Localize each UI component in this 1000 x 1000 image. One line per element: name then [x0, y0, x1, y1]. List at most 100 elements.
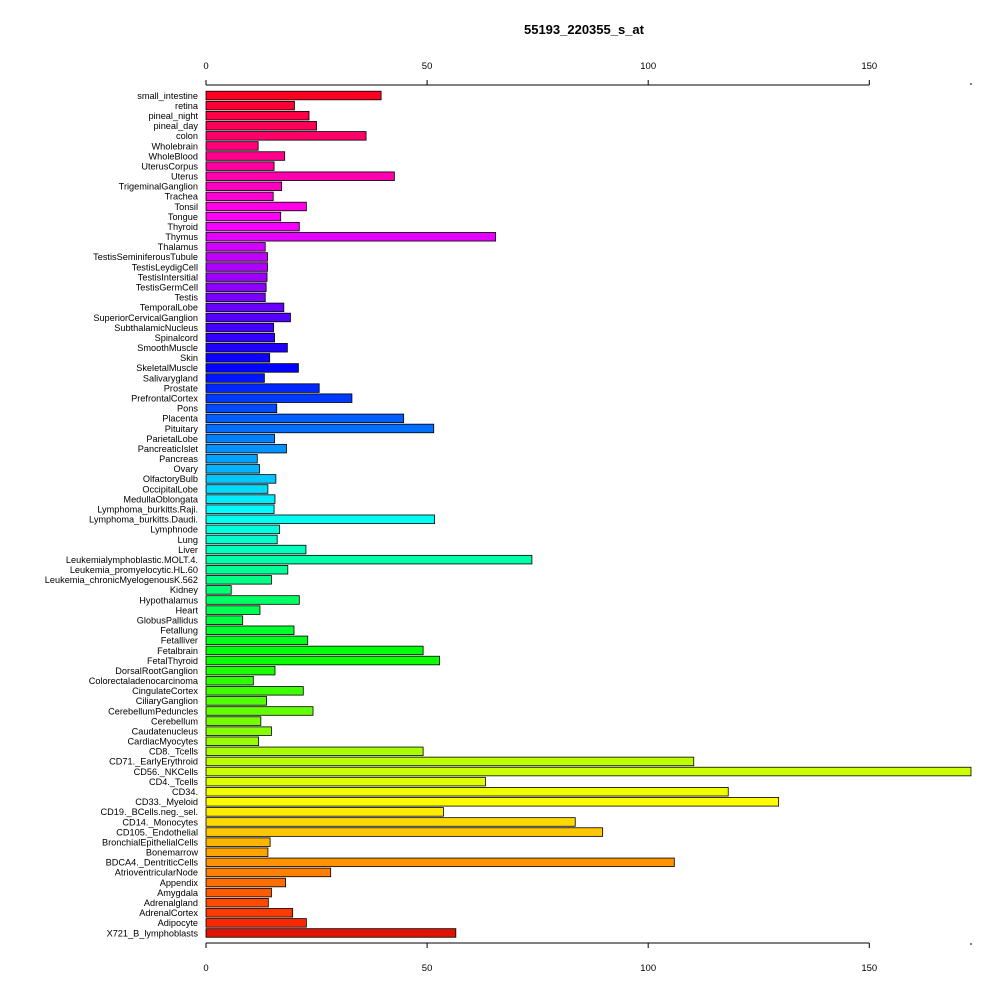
category-label: SuperiorCervicalGanglion	[93, 313, 198, 323]
category-label: CD105._Endothelial	[116, 827, 198, 837]
bar	[205, 141, 259, 151]
category-label: Lung	[178, 535, 198, 545]
category-label: CD56._NKCells	[134, 767, 199, 777]
bar	[205, 312, 291, 323]
bar	[205, 726, 272, 736]
category-label: Thymus	[165, 232, 198, 242]
bar	[205, 787, 729, 797]
bar	[205, 837, 271, 847]
category-label: UterusCorpus	[141, 161, 198, 171]
bar	[205, 655, 440, 666]
bar	[205, 716, 262, 726]
bar	[205, 524, 280, 535]
category-label: Kidney	[170, 585, 198, 595]
bar	[205, 817, 576, 827]
bar	[205, 262, 268, 272]
category-label: GlobusPallidus	[137, 615, 199, 625]
bar	[205, 585, 232, 595]
bottom-axis-tick-label: 100	[640, 963, 656, 974]
category-label: Cerebellum	[151, 716, 198, 726]
bar	[205, 110, 310, 121]
category-label: ParietalLobe	[146, 434, 198, 444]
category-label: TestisLeydigCell	[132, 262, 198, 272]
category-label: Hypothalamus	[139, 595, 198, 605]
category-label: small_intestine	[137, 91, 198, 101]
category-label: TestisSeminiferousTubule	[93, 252, 198, 262]
bar	[205, 635, 309, 646]
bar	[205, 504, 275, 514]
category-label: MedullaOblongata	[123, 494, 198, 504]
category-label: CardiacMyocytes	[128, 737, 199, 747]
top-axis: 0 50 100 150	[203, 61, 972, 86]
category-label: WholeBlood	[148, 151, 198, 161]
category-label: Wholebrain	[152, 141, 198, 151]
bar	[205, 867, 332, 878]
bar	[205, 857, 675, 868]
category-label: CD71._EarlyErythroid	[109, 757, 198, 767]
bar	[205, 575, 272, 585]
bar	[205, 918, 307, 928]
category-label: TemporalLobe	[140, 303, 198, 313]
top-axis-tick-label: 150	[861, 61, 877, 72]
bar	[205, 90, 382, 101]
bar	[205, 807, 444, 817]
bar	[205, 514, 436, 524]
bars-group	[205, 90, 972, 938]
bar	[205, 686, 304, 696]
category-label: Fetalbrain	[157, 646, 198, 656]
category-label: Tonsil	[175, 202, 199, 212]
bar	[205, 443, 287, 454]
category-label: CiliaryGanglion	[136, 696, 198, 706]
category-label: OccipitalLobe	[142, 484, 198, 494]
category-label: CD14._Monocytes	[122, 817, 198, 827]
bar	[205, 877, 286, 888]
category-label: TestisGermCell	[136, 283, 198, 293]
bar	[205, 887, 272, 898]
category-label: TestisIntersitial	[138, 272, 198, 282]
category-label: Thyroid	[167, 222, 198, 232]
bar	[205, 232, 497, 242]
category-label: Amygdala	[157, 888, 199, 898]
bar	[205, 665, 276, 676]
bar	[205, 534, 278, 545]
category-label: CD34.	[172, 787, 198, 797]
bar	[205, 171, 395, 181]
bar	[205, 302, 285, 313]
category-label: Tongue	[168, 212, 198, 222]
bar	[205, 797, 780, 807]
bar	[205, 433, 275, 444]
category-label: Lymphnode	[150, 525, 198, 535]
category-label: BDCA4._DentriticCells	[106, 858, 199, 868]
bar	[205, 554, 533, 565]
bar	[205, 847, 269, 857]
bar	[205, 282, 267, 292]
bar	[205, 332, 275, 343]
bar	[205, 211, 282, 222]
bar	[205, 464, 260, 474]
bar	[205, 413, 405, 424]
category-label: CerebellumPeduncles	[108, 706, 198, 716]
category-label: Leukemia_promyelocytic.HL.60	[70, 565, 198, 575]
bar	[205, 252, 268, 262]
category-label: Bonemarrow	[146, 848, 198, 858]
category-label: Adrenalgland	[144, 898, 198, 908]
bar	[205, 544, 307, 555]
bar	[205, 565, 289, 575]
category-label: DorsalRootGanglion	[115, 666, 198, 676]
category-label: Adipocyte	[158, 918, 198, 928]
bar	[205, 423, 435, 434]
category-label: Uterus	[171, 172, 198, 182]
category-label: CD8._Tcells	[149, 747, 198, 757]
top-axis-tick-label: 100	[640, 61, 656, 72]
bar	[205, 706, 314, 716]
category-label: colon	[176, 131, 198, 141]
bar	[205, 353, 271, 363]
category-label: Leukemia_chronicMyelogenousK.562	[45, 575, 198, 585]
category-label: Thalamus	[158, 242, 199, 252]
category-label: Leukemialymphoblastic.MOLT.4.	[66, 555, 198, 565]
bar	[205, 121, 317, 131]
category-label: Placenta	[162, 414, 199, 424]
bottom-axis-tick-label: 0	[203, 963, 208, 974]
category-label: Spinalcord	[155, 333, 198, 343]
